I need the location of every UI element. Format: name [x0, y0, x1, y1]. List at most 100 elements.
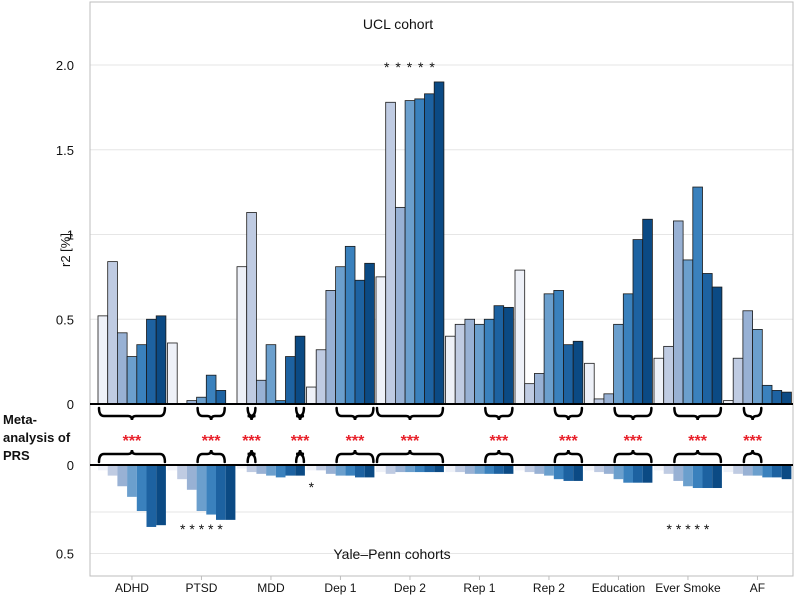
bottom-y-tick-label: 0.5	[56, 547, 74, 562]
ucl-bar	[702, 273, 713, 405]
ucl-bar	[246, 212, 257, 405]
ucl-meta-bracket	[335, 406, 375, 421]
yale-penn-bar	[325, 465, 336, 474]
yale-penn-bar	[295, 465, 305, 476]
ucl-bar	[752, 329, 763, 405]
ucl-bar	[394, 206, 406, 405]
yale-penn-bar	[544, 465, 554, 476]
ucl-bar	[692, 186, 703, 405]
meta-label-line: Meta-	[3, 412, 37, 427]
yale-penn-bar	[455, 465, 465, 473]
ucl-bar	[306, 386, 317, 405]
yale-penn-bar	[702, 465, 713, 489]
ucl-bar	[354, 279, 366, 405]
ucl-bar	[603, 393, 615, 405]
ucl-bar	[196, 396, 207, 405]
yale-significance-stars: * * * * *	[667, 521, 710, 537]
yale-penn-bar	[534, 465, 545, 474]
yale-penn-bar	[225, 465, 236, 520]
meta-label-line: PRS	[3, 448, 30, 463]
axes: 0 0.5 1 1.5 2.0 0 0.5 ADHD PTSD MDD Dep 1 Dep 2 Rep …	[56, 1, 794, 595]
ucl-bar	[653, 357, 665, 405]
meta-significance-stars: ***	[401, 433, 420, 450]
bottom-y-tick-label: 0	[67, 458, 74, 473]
ucl-bar	[335, 266, 346, 405]
ucl-bar	[464, 318, 475, 405]
yale-penn-bar	[414, 465, 425, 473]
meta-significance-stars: ***	[624, 433, 643, 450]
ucl-bar	[543, 293, 555, 405]
yale-penn-bar	[376, 465, 386, 473]
ucl-bar	[424, 93, 435, 405]
yale-penn-bar	[484, 465, 494, 474]
yale-penn-bar	[573, 465, 583, 481]
yale-penn-bar	[186, 465, 197, 490]
yale-meta-bracket	[742, 449, 763, 464]
ucl-bar	[136, 344, 147, 405]
ucl-bar	[771, 390, 783, 405]
yale-meta-bracket	[484, 449, 514, 464]
yale-penn-bar	[563, 465, 574, 481]
x-tick-label: Rep 2	[533, 581, 565, 595]
ucl-meta-bracket	[673, 406, 723, 421]
yale-penn-bar	[503, 465, 514, 474]
yale-penn-bar	[237, 465, 247, 469]
yale-penn-bar	[781, 465, 792, 480]
ucl-meta-bracket	[375, 406, 445, 421]
yale-penn-bar	[335, 465, 346, 476]
yale-penn-bar	[355, 465, 365, 478]
yale-penn-bar	[167, 465, 178, 471]
ucl-bar	[732, 357, 744, 405]
top-y-tick-label: 0	[67, 397, 74, 412]
yale-penn-bar	[434, 465, 444, 473]
top-cohort-title: UCL cohort	[363, 16, 433, 32]
yale-penn-bar	[733, 465, 743, 474]
yale-penn-bar	[306, 465, 317, 471]
yale-penn-bar	[216, 465, 226, 520]
yale-penn-bar	[623, 465, 633, 483]
yale-meta-bracket	[196, 449, 226, 464]
ucl-bar	[663, 345, 674, 405]
ucl-bar	[404, 100, 416, 405]
yale-penn-bar	[633, 465, 643, 483]
ucl-bar	[265, 344, 277, 405]
ucl-bar	[236, 266, 248, 405]
bottom-cohort-title: Yale–Penn cohorts	[333, 546, 450, 562]
yale-meta-bracket	[97, 449, 167, 464]
ucl-bar	[474, 323, 485, 405]
ucl-bar	[454, 323, 466, 405]
yale-penn-bar	[395, 465, 406, 473]
yale-penn-bar	[663, 465, 674, 474]
y-axis-label: r2 [%]	[58, 233, 73, 267]
ucl-bar	[375, 276, 387, 405]
meta-significance-stars: ***	[291, 433, 310, 450]
meta-significance-stars: ***	[743, 433, 762, 450]
yale-penn-bar	[136, 465, 147, 512]
yale-penn-bar	[692, 465, 703, 489]
x-tick-label: ADHD	[115, 581, 149, 595]
ucl-significance-stars: * * * * *	[384, 59, 436, 75]
yale-penn-bar	[772, 465, 782, 478]
meta-analysis-label: Meta- analysis of PRS	[3, 411, 83, 465]
yale-penn-bar	[723, 465, 734, 473]
ucl-bar	[414, 98, 425, 405]
meta-label-line: analysis of	[3, 430, 71, 445]
ucl-bar	[613, 323, 624, 405]
ucl-bar	[781, 391, 792, 405]
ucl-bar	[117, 332, 128, 405]
ucl-bar	[285, 356, 296, 405]
yale-penn-bar	[424, 465, 435, 473]
yale-penn-bar	[285, 465, 296, 476]
meta-significance-stars: ***	[688, 433, 707, 450]
yale-penn-bar	[524, 465, 535, 473]
yale-penn-bar	[117, 465, 128, 487]
ucl-meta-bracket	[553, 406, 584, 421]
ucl-bar	[385, 101, 396, 405]
ucl-bar	[742, 310, 754, 405]
ucl-bar	[126, 356, 138, 405]
ucl-bar	[711, 286, 723, 405]
yale-penn-bar	[464, 465, 475, 474]
yale-penn-bar	[256, 465, 267, 474]
yale-penn-bar	[275, 465, 286, 478]
ucl-bar	[503, 306, 514, 405]
